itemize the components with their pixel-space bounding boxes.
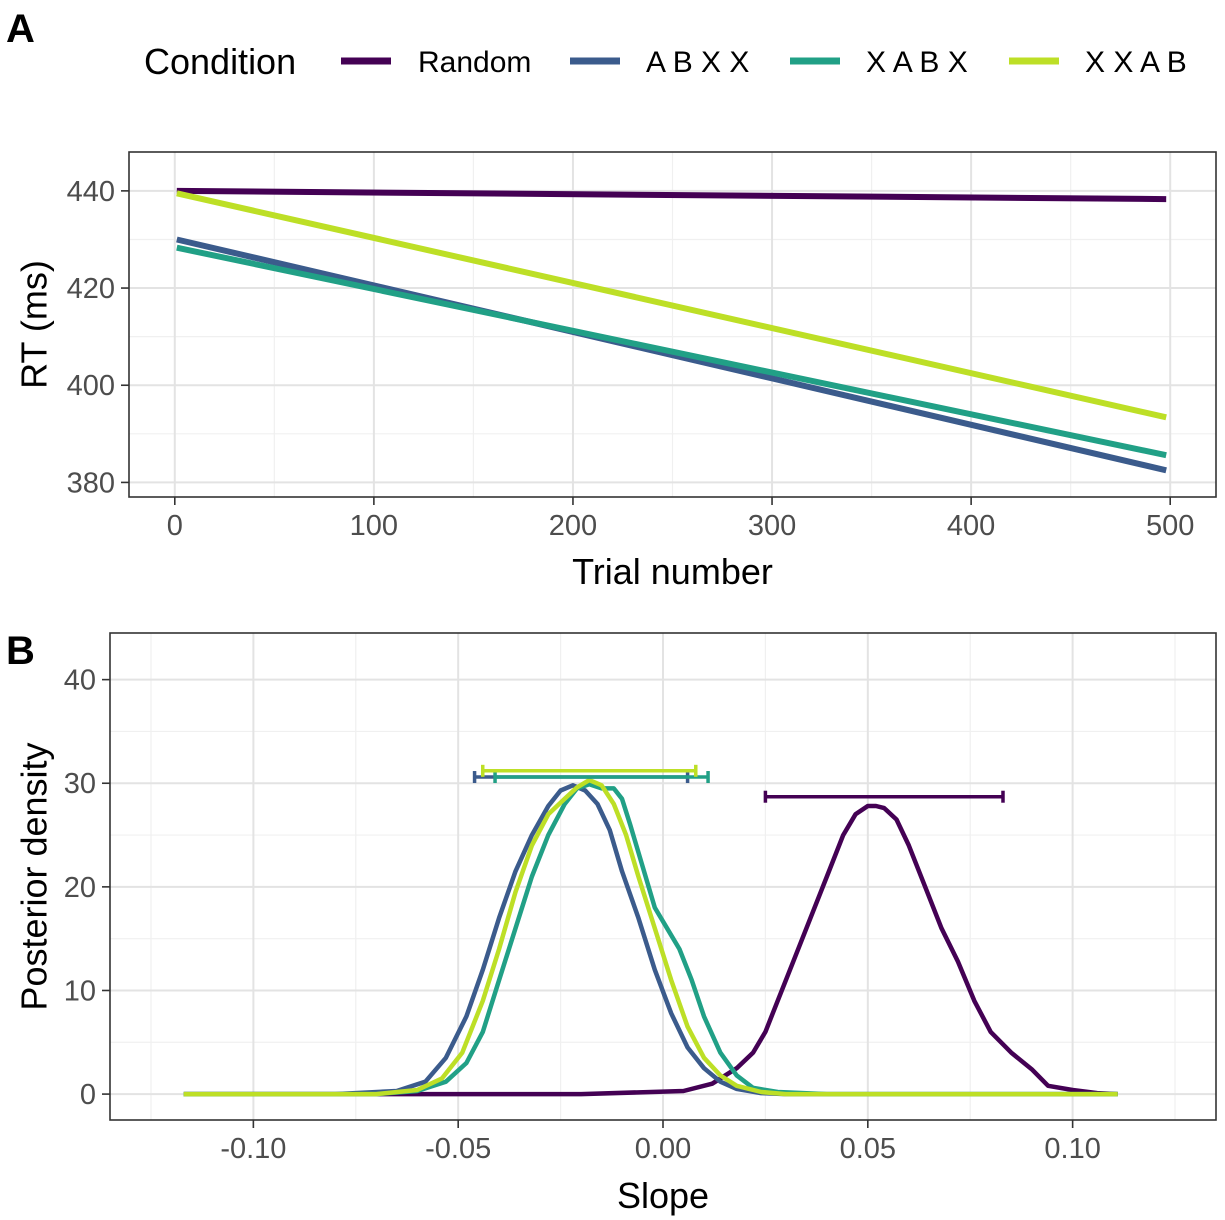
panel-a-x-tick-label: 300 [748,510,796,542]
panel-b-series-x-a-b-x [183,782,1118,1097]
panel-b-series [183,777,1118,1097]
panel-a-series-x-x-a-b [176,190,1167,421]
panel-b-x-tick-label: 0.10 [1044,1133,1100,1165]
panel-a-series-a-b-x-x [176,236,1167,474]
legend-label-xabx: X A B X [866,46,968,79]
panel-b-interval-random [763,790,1005,803]
panel-a-border [128,151,1217,498]
panel-a-y-tick-label: 400 [67,370,115,402]
panel-b-x-axis-title: Slope [617,1175,709,1216]
panel-a-y-tick-label: 440 [67,176,115,208]
panel-a-y-tick-label: 380 [67,467,115,499]
panel-a-x-tick-label: 500 [1146,510,1194,542]
panel-b-intervals [472,764,1005,803]
panel-a-rt-by-trial: 0 100 200 300 400 500 380 400 420 440 Trial numbe… [14,151,1217,592]
panel-b-series-x-x-a-b [183,777,1118,1097]
panel-b-x-tick-label: -0.10 [220,1133,286,1165]
panel-b-x-tick-label: 0.00 [635,1133,691,1165]
legend-label-random: Random [418,46,531,79]
panel-a-series-random [176,187,1167,203]
panel-a-y-tick-label: 420 [67,273,115,305]
panel-b-y-tick-label: 40 [64,665,96,697]
panel-b-y-tick-label: 0 [80,1079,96,1111]
panel-a-series-x-a-b-x [176,244,1167,459]
panel-a-x-tick-label: 100 [350,510,398,542]
panel-letter-b: B [6,629,35,673]
panel-a-x-tick-label: 0 [167,510,183,542]
panel-a-series [176,187,1167,474]
panel-letter-a: A [6,7,35,51]
panel-b-x-tick-label: -0.05 [425,1133,491,1165]
panel-a-y-axis-title: RT (ms) [14,260,55,389]
panel-b-series-random [183,803,1118,1097]
panel-a-x-axis-title: Trial number [572,551,773,592]
panel-b-y-axis-title: Posterior density [14,742,55,1010]
panel-b-y-tick-label: 10 [64,975,96,1007]
panel-a-x-tick-label: 200 [549,510,597,542]
panel-b-interval-x-a-b-x [493,771,710,784]
panel-a-x-tick-label: 400 [947,510,995,542]
panel-a-ticks: 0 100 200 300 400 500 380 400 420 440 [67,176,1195,542]
legend-title: Condition [144,41,296,82]
panel-b-y-tick-label: 20 [64,872,96,904]
panel-b-series-a-b-x-x [183,783,1118,1097]
legend-label-abxx: A B X X [646,46,749,79]
panel-b-interval-x-x-a-b [481,764,698,777]
panel-b-grid [110,633,1216,1120]
legend: Condition Random A B X X X A B X X X A B [144,41,1187,82]
legend-label-xxab: X X A B [1085,46,1187,79]
panel-b-x-tick-label: 0.05 [840,1133,896,1165]
panel-b-y-tick-label: 30 [64,768,96,800]
panel-b-ticks: -0.10 -0.05 0.00 0.05 0.10 0 10 20 30 40 [64,665,1101,1165]
panel-b-posterior-density: -0.10 -0.05 0.00 0.05 0.10 0 10 20 30 40 Slope Po… [14,632,1217,1216]
